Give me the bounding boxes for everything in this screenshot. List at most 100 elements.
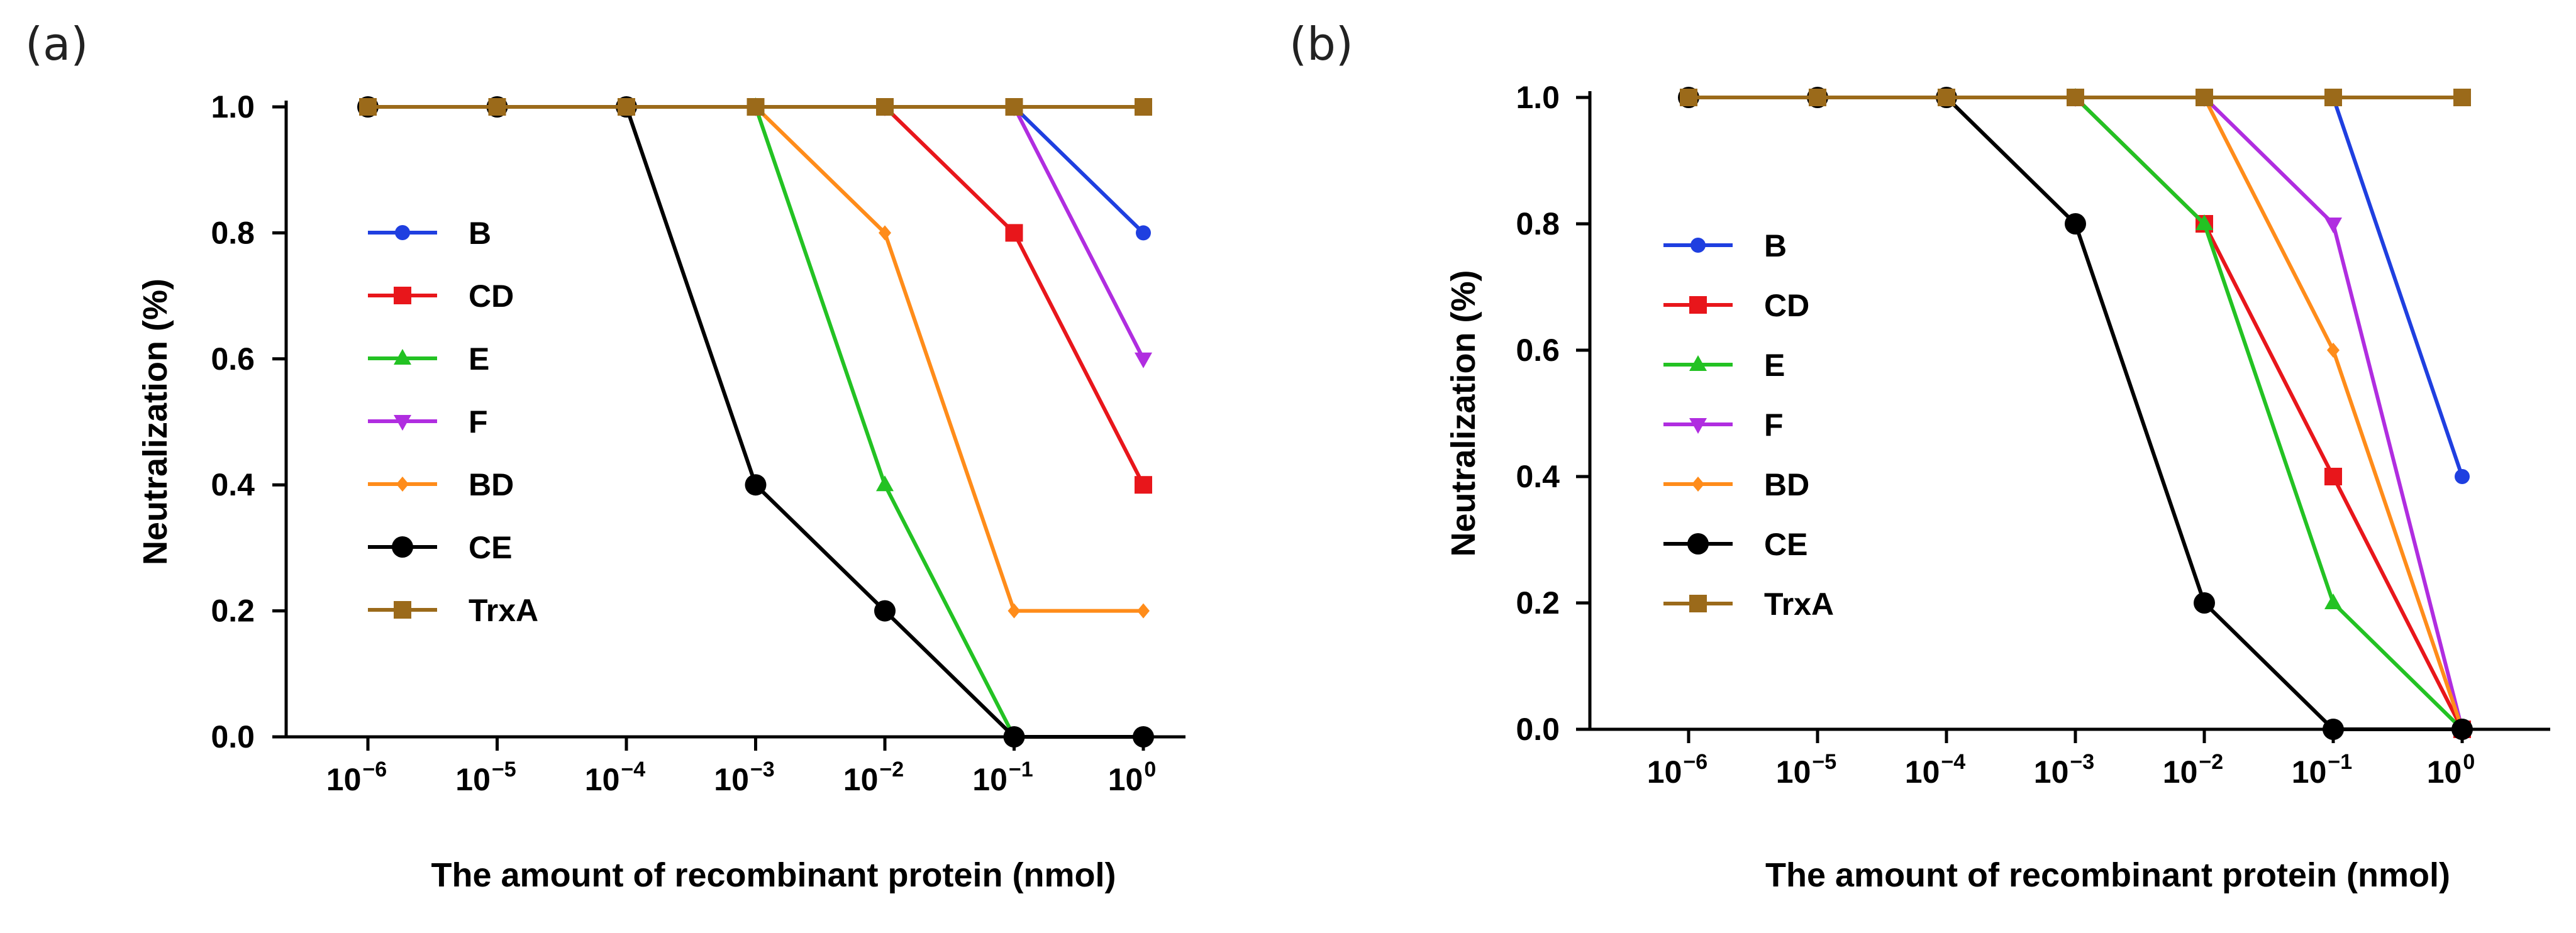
legend-label: BD — [1764, 467, 1809, 502]
legend-marker — [395, 225, 410, 240]
y-tick-label: 0.4 — [211, 467, 255, 502]
series-trxa — [359, 98, 1152, 116]
legend-marker — [396, 477, 409, 492]
legend-marker — [1689, 418, 1707, 434]
x-tick-label: 10−4 — [585, 758, 645, 797]
x-tick-label: 10−3 — [714, 758, 774, 797]
data-point-trxa — [747, 98, 765, 116]
y-tick-label: 1.0 — [211, 89, 255, 124]
y-tick-label: 0.6 — [211, 341, 255, 377]
data-point-ce — [2323, 719, 2344, 740]
series-f — [1680, 91, 2471, 739]
data-point-f — [2324, 218, 2342, 233]
data-point-trxa — [359, 98, 377, 116]
data-point-cd — [1005, 224, 1023, 242]
data-point-trxa — [1809, 89, 1826, 106]
panel-label: (a) — [25, 18, 88, 70]
legend-label: CE — [469, 530, 512, 565]
data-point-ce — [2194, 592, 2215, 614]
data-point-ce — [874, 600, 896, 622]
y-axis-label: Neutralization (%) — [1445, 270, 1482, 556]
legend-label: E — [1764, 348, 1785, 383]
legend-label: F — [1764, 407, 1784, 443]
data-point-ce — [745, 474, 767, 496]
y-tick-label: 0.2 — [1516, 585, 1560, 621]
x-axis-label: The amount of recombinant protein (nmol) — [431, 856, 1116, 894]
data-point-bd — [1137, 603, 1150, 619]
series-line-b — [368, 105, 1145, 235]
data-point-bd — [1008, 603, 1021, 619]
x-tick-label: 10−4 — [1905, 750, 1965, 790]
legend: B CD EF BD CE TrxA — [1663, 228, 1834, 622]
legend-marker — [1689, 355, 1707, 371]
data-point-ce — [1003, 726, 1025, 748]
legend-label: BD — [469, 467, 514, 502]
series-cd — [1680, 89, 2471, 738]
legend: B CD EF BD CE TrxA — [368, 216, 538, 628]
legend-marker — [394, 601, 411, 619]
legend-label: TrxA — [469, 593, 538, 628]
y-tick-label: 0.8 — [211, 215, 255, 250]
series-line-ce — [1689, 96, 2462, 731]
y-tick-label: 1.0 — [1516, 80, 1560, 115]
x-tick-label: 100 — [2427, 750, 2475, 790]
series-line-cd — [1689, 96, 2464, 731]
data-point-trxa — [1005, 98, 1023, 116]
data-point-cd — [1135, 476, 1152, 494]
y-tick-label: 0.6 — [1516, 333, 1560, 368]
series-b — [1681, 90, 2470, 484]
data-point-trxa — [2067, 89, 2084, 106]
series-line-b — [1689, 96, 2464, 477]
legend-label: B — [1764, 228, 1787, 263]
legend-marker — [1687, 533, 1709, 555]
x-tick-label: 10−5 — [455, 758, 516, 797]
data-point-ce — [2065, 213, 2086, 235]
legend-marker — [1689, 595, 1707, 612]
data-point-e — [2196, 214, 2213, 230]
data-point-trxa — [2196, 89, 2213, 106]
panel-a: (a) 0.0 0.2 0.4 0.6 0.8 1.0 10−6 10−5 10−4 10−3 10−… — [25, 18, 1185, 894]
x-tick-label: 10−6 — [1647, 750, 1707, 790]
y-tick-label: 0.4 — [1516, 459, 1560, 494]
series-line-bd — [1689, 96, 2464, 730]
data-point-trxa — [488, 98, 506, 116]
x-tick-label: 100 — [1108, 758, 1157, 797]
legend-label: CE — [1764, 527, 1807, 562]
legend-marker — [1690, 238, 1706, 253]
legend-label: E — [469, 341, 489, 377]
legend-marker — [394, 287, 411, 304]
data-point-trxa — [1135, 98, 1152, 116]
data-point-f — [1135, 352, 1152, 368]
legend-label: TrxA — [1764, 587, 1834, 622]
data-point-bd — [879, 225, 891, 241]
x-axis-label: The amount of recombinant protein (nmol) — [1765, 856, 2450, 894]
data-point-trxa — [618, 98, 635, 116]
y-tick-label: 0.8 — [1516, 206, 1560, 241]
legend-label: B — [469, 216, 491, 251]
x-tick-label: 10−5 — [1776, 750, 1836, 790]
series-line-e — [1689, 96, 2464, 731]
data-point-trxa — [1680, 89, 1697, 106]
data-point-e — [876, 475, 894, 492]
x-tick-label: 10−6 — [326, 758, 387, 797]
data-point-b — [2455, 469, 2470, 484]
data-point-trxa — [2453, 89, 2471, 106]
legend-marker — [394, 415, 411, 431]
legend-marker — [394, 349, 411, 365]
y-axis-label: Neutralization (%) — [136, 279, 174, 565]
legend-marker — [1689, 296, 1707, 314]
legend-label: CD — [1764, 288, 1809, 323]
x-tick-label: 10−3 — [2034, 750, 2094, 790]
data-point-cd — [2324, 468, 2342, 485]
data-point-ce — [2451, 719, 2473, 740]
x-tick-label: 10−1 — [2292, 750, 2352, 790]
data-point-b — [1136, 225, 1151, 241]
data-point-bd — [2327, 343, 2340, 358]
data-point-trxa — [876, 98, 894, 116]
data-point-ce — [1133, 726, 1154, 748]
series-trxa — [1680, 89, 2471, 106]
x-tick-label: 10−2 — [2163, 750, 2223, 790]
legend-label: CD — [469, 279, 514, 314]
y-tick-label: 0.0 — [211, 719, 255, 754]
